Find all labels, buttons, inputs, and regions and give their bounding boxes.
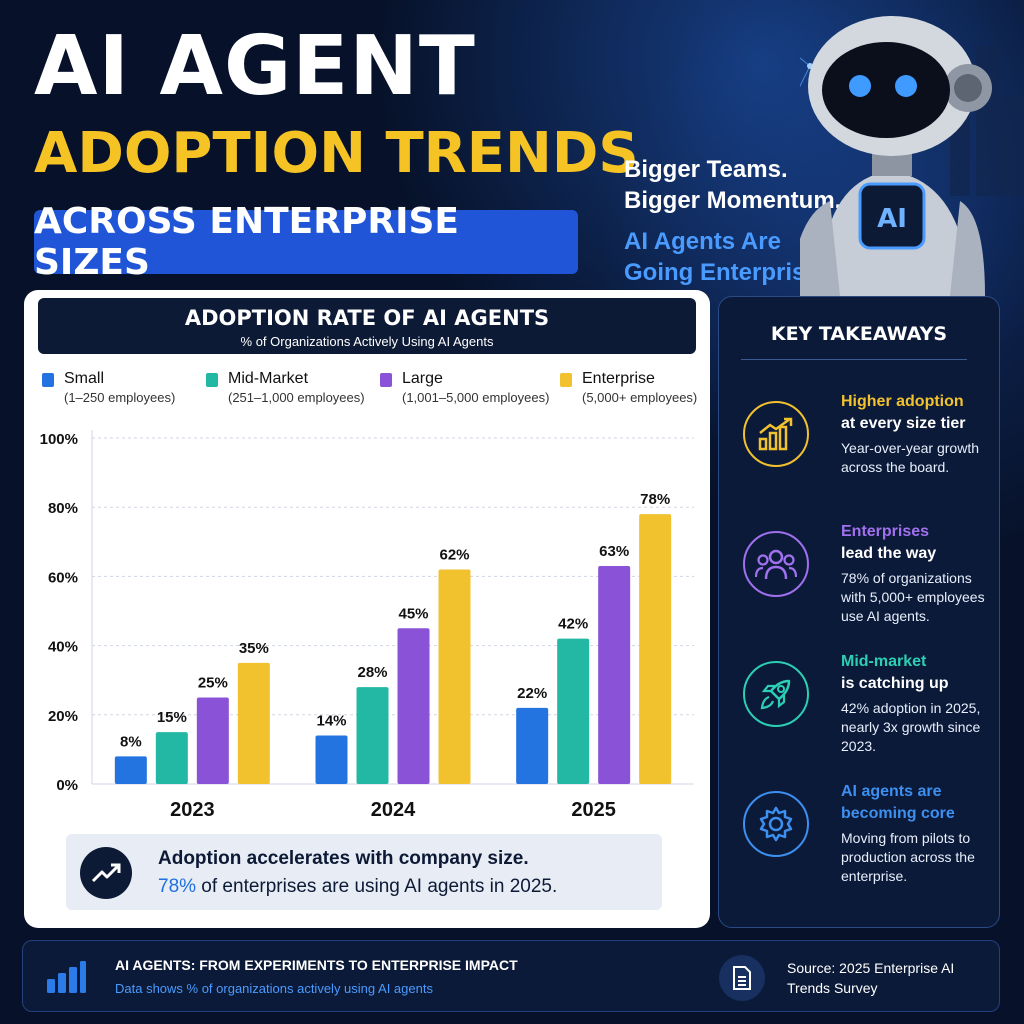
data-label: 45%	[398, 605, 428, 622]
takeaway-item: Mid-market is catching up 42% adoption i…	[719, 653, 1001, 783]
legend-label: Large	[402, 370, 443, 387]
takeaway-item: Higher adoption at every size tier Year-…	[719, 393, 1001, 523]
takeaway-heading-sub: at every size tier	[841, 415, 966, 432]
legend-note: (1,001–5,000 employees)	[402, 390, 550, 405]
legend-swatch	[42, 373, 54, 387]
robot-illustration: AI	[800, 16, 1024, 296]
takeaway-item: Enterprises lead the way 78% of organiza…	[719, 523, 1001, 653]
chart-subtitle: % of Organizations Actively Using AI Age…	[240, 334, 494, 349]
y-tick-label: 60%	[48, 569, 78, 586]
data-label: 15%	[157, 709, 187, 726]
chart-title: ADOPTION RATE OF AI AGENTS	[184, 306, 550, 330]
robot-chest-label: AI	[877, 204, 907, 234]
takeaway-heading: Higher adoption	[841, 393, 964, 410]
legend-swatch	[380, 373, 392, 387]
y-tick-label: 0%	[56, 777, 78, 794]
bar-enterprise-2024	[438, 569, 471, 784]
takeaway-heading: AI agents are	[841, 783, 942, 800]
tagline-line: Bigger Momentum.	[624, 187, 842, 214]
bar-large-2025	[598, 566, 631, 784]
bar-chart-icon	[45, 959, 87, 1000]
x-tick-label: 2023	[170, 799, 215, 821]
data-label: 25%	[198, 675, 228, 692]
tagline: Bigger Teams. Bigger Momentum. AI Agents…	[624, 154, 841, 288]
y-tick-label: 100%	[40, 431, 78, 448]
footer: AI AGENTS: FROM EXPERIMENTS TO ENTERPRIS…	[22, 940, 1000, 1012]
tagline-line: Bigger Teams.	[624, 156, 788, 183]
document-icon	[719, 955, 765, 1001]
bar-small-2023	[114, 756, 147, 784]
legend-note: (5,000+ employees)	[582, 390, 698, 405]
data-label: 14%	[316, 713, 346, 730]
callout-text-rest: of enterprises are using AI agents in 20…	[196, 876, 558, 897]
takeaway-body: Year-over-year growth across the board.	[841, 440, 979, 475]
headline-subtitle: ADOPTION TRENDS	[34, 121, 639, 186]
headline-banner-text: ACROSS ENTERPRISE SIZES	[34, 201, 459, 283]
bar-enterprise-2025	[639, 514, 672, 784]
tagline-line: Going Enterprise.	[624, 259, 826, 286]
bar-mid-market-2025	[557, 638, 590, 784]
data-label: 28%	[357, 664, 387, 681]
legend-label: Small	[64, 370, 105, 387]
chart-card: ADOPTION RATE OF AI AGENTS % of Organiza…	[24, 290, 710, 928]
footer-subtitle: Data shows % of organizations actively u…	[115, 981, 433, 996]
legend-label: Mid-Market	[228, 370, 309, 387]
data-label: 8%	[120, 733, 142, 750]
bar-large-2024	[397, 628, 430, 784]
bar-mid-market-2024	[356, 687, 389, 784]
legend-note: (1–250 employees)	[64, 390, 176, 405]
bar-small-2025	[516, 707, 549, 784]
takeaway-heading-sub: lead the way	[841, 545, 937, 562]
takeaway-item: AI agents are becoming core Moving from …	[719, 783, 1001, 913]
trend-up-icon	[80, 847, 132, 899]
people-group-icon	[743, 531, 809, 597]
takeaway-body: 42% adoption in 2025, nearly 3x growth s…	[841, 700, 981, 754]
legend-swatch	[560, 373, 572, 387]
legend-swatch	[206, 373, 218, 387]
bar-mid-market-2023	[155, 732, 188, 784]
insight-callout: Adoption accelerates with company size. …	[66, 834, 662, 910]
data-label: 35%	[239, 640, 269, 657]
takeaway-heading: Mid-market	[841, 653, 927, 670]
footer-title: AI AGENTS: FROM EXPERIMENTS TO ENTERPRIS…	[115, 957, 518, 973]
legend-note: (251–1,000 employees)	[228, 390, 365, 405]
callout-headline: Adoption accelerates with company size.	[158, 848, 529, 869]
y-tick-label: 20%	[48, 708, 78, 725]
x-tick-label: 2024	[371, 799, 416, 821]
rocket-icon	[743, 661, 809, 727]
data-label: 42%	[558, 616, 588, 633]
callout-highlight: 78%	[158, 876, 197, 897]
key-takeaways-panel: KEY TAKEAWAYS Higher adoption at every s…	[718, 296, 1000, 928]
callout-text: 78% of enterprises are using AI agents i…	[158, 876, 557, 898]
headline-title: AI AGENT	[34, 19, 476, 114]
data-label: 63%	[599, 543, 629, 560]
bar-chart: 0% 20% 40% 60% 80% 100% 8% 15% 25% 35% 2023 14% 28% 4…	[40, 430, 694, 821]
data-label: 62%	[439, 546, 469, 563]
data-label: 78%	[640, 491, 670, 508]
bar-large-2023	[196, 697, 229, 784]
chart-header: ADOPTION RATE OF AI AGENTS % of Organiza…	[38, 298, 696, 354]
bar-small-2024	[315, 735, 348, 784]
bar-enterprise-2023	[237, 662, 270, 784]
tagline-line: AI Agents Are	[624, 228, 781, 255]
takeaway-heading: Enterprises	[841, 523, 930, 540]
footer-source: Source: 2025 Enterprise AI Trends Survey	[787, 960, 955, 996]
y-tick-label: 80%	[48, 500, 78, 517]
takeaway-body: 78% of organizations with 5,000+ employe…	[841, 570, 985, 624]
takeaways-title: KEY TAKEAWAYS	[770, 323, 948, 345]
legend-label: Enterprise	[582, 370, 655, 387]
x-tick-label: 2025	[571, 799, 616, 821]
gear-icon	[743, 791, 809, 857]
headline-banner: ACROSS ENTERPRISE SIZES	[34, 201, 578, 283]
takeaway-heading-sub: becoming core	[841, 805, 955, 822]
data-label: 22%	[517, 685, 547, 702]
divider	[741, 359, 967, 360]
bar-growth-icon	[743, 401, 809, 467]
takeaway-heading-sub: is catching up	[841, 675, 949, 692]
y-tick-label: 40%	[48, 639, 78, 656]
takeaway-body: Moving from pilots to production across …	[841, 830, 975, 884]
